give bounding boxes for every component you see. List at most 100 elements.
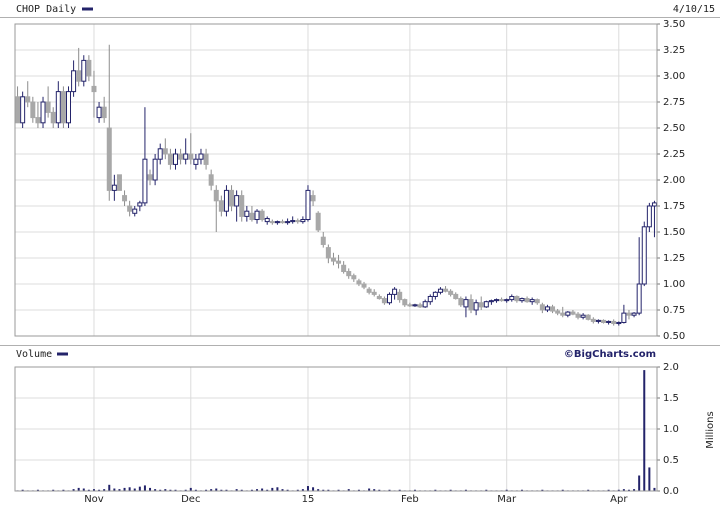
volume-bar [77, 487, 80, 491]
candle-body [458, 298, 464, 306]
y-tick-label: 1.75 [663, 201, 685, 212]
y-tick-label: 2.0 [663, 362, 679, 373]
y-tick-label: 0.5 [663, 455, 679, 466]
candle-body [341, 264, 347, 273]
candle-body [25, 96, 31, 103]
candle-body [641, 226, 647, 285]
candle-body [356, 280, 362, 285]
volume-bar [622, 489, 625, 491]
candle-body [300, 219, 306, 223]
candle-body [295, 220, 301, 223]
candle-body [218, 200, 224, 212]
candle-body [392, 288, 398, 295]
candle-body [534, 299, 540, 304]
volume-bar [82, 488, 85, 491]
y-tick-label: 3.50 [663, 19, 685, 30]
candle-body [412, 304, 418, 307]
chart-title: CHOP Daily [16, 4, 76, 15]
candle-body [494, 299, 499, 302]
volume-bar [108, 484, 111, 491]
volume-bar [561, 489, 564, 491]
volume-bar [174, 489, 177, 491]
volume-bar [189, 487, 192, 491]
candle-body [595, 319, 601, 322]
candle-body [198, 153, 204, 160]
y-tick-label: 1.5 [663, 393, 679, 404]
candle-body [443, 288, 449, 292]
candle-body [402, 299, 408, 306]
y-tick-label: 0.50 [663, 331, 685, 342]
volume-bar [143, 485, 146, 491]
y-tick-label: 1.0 [663, 424, 679, 435]
candle-body [336, 260, 342, 264]
candle-body [40, 101, 46, 124]
candle-body [147, 174, 153, 181]
candle-body [407, 304, 413, 307]
candle-body [111, 184, 117, 191]
y-tick-label: 2.50 [663, 123, 685, 134]
volume-bar [87, 489, 90, 491]
candle-body [280, 221, 285, 224]
volume-bar [347, 489, 350, 491]
candle-body [437, 288, 443, 293]
x-tick-label: Apr [610, 494, 628, 505]
candle-body [601, 319, 606, 323]
volume-bar [617, 489, 620, 491]
candle-body [229, 189, 235, 207]
y-tick-label: 0.75 [663, 305, 685, 316]
candle-body [254, 210, 260, 221]
candle-body [524, 298, 530, 303]
candle-body [60, 91, 66, 124]
volume-bar [205, 489, 208, 491]
candle-body [448, 290, 454, 295]
candle-body [422, 301, 428, 308]
candle-body [397, 291, 403, 301]
y-tick-label: 2.00 [663, 175, 685, 186]
x-tick-label: Mar [497, 494, 517, 505]
volume-bar [648, 467, 651, 491]
source-credit: ©BigCharts.com [564, 349, 656, 360]
volume-bar [62, 489, 65, 491]
candle-body [137, 202, 143, 207]
chart-date: 4/10/15 [673, 4, 715, 15]
volume-bar [138, 486, 141, 491]
volume-bar [169, 489, 172, 491]
candle-body [167, 153, 173, 165]
candle-body [550, 306, 556, 312]
volume-bar [133, 488, 136, 491]
candle-body [468, 299, 474, 311]
candle-body [387, 293, 392, 304]
volume-bar [21, 489, 24, 491]
candle-body [621, 312, 627, 323]
volume-bar [159, 489, 162, 491]
volume-bar [256, 489, 259, 491]
y-tick-label: 2.75 [663, 97, 685, 108]
candle-body [590, 318, 596, 322]
y-axis-label: Millions [705, 411, 716, 448]
volume-bar [154, 489, 157, 491]
volume-title: Volume [16, 349, 52, 360]
candle-body [361, 283, 367, 288]
candle-body [463, 299, 469, 308]
candle-body [320, 236, 326, 245]
volume-bar [413, 489, 416, 491]
volume-bar [449, 489, 452, 491]
candle-body [366, 288, 372, 293]
volume-bar [271, 487, 274, 491]
volume-bar [587, 489, 590, 491]
volume-bar [149, 487, 152, 491]
candle-body [529, 299, 535, 303]
volume-bar [541, 489, 544, 491]
volume-bar [505, 489, 508, 491]
volume-bar [643, 370, 646, 491]
y-tick-label: 2.25 [663, 149, 685, 160]
candle-body [188, 153, 194, 160]
volume-bar [357, 489, 360, 491]
volume-bar [235, 489, 238, 491]
candle-body [183, 153, 189, 160]
volume-bar [210, 489, 213, 491]
volume-bar [276, 487, 279, 491]
volume-bar [627, 489, 630, 491]
